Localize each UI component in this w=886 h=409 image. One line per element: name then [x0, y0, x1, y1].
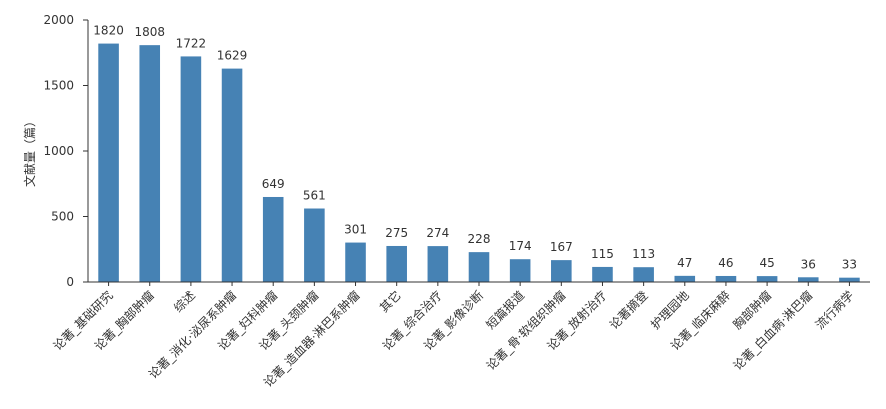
x-category-label: 论著_白血病·淋巴瘤 — [730, 288, 815, 373]
x-category-label: 论著摘登 — [606, 288, 651, 333]
x-category-label: 其它 — [376, 288, 404, 316]
bar-value-label: 1820 — [93, 24, 124, 38]
bar-value-label: 275 — [385, 226, 408, 240]
y-tick-label: 1000 — [43, 144, 74, 158]
bar — [386, 245, 407, 282]
bar — [715, 275, 737, 282]
bar-value-label: 1722 — [176, 36, 207, 50]
y-tick-label: 1500 — [43, 79, 74, 93]
bar — [139, 45, 161, 282]
bar-value-label: 174 — [509, 239, 532, 253]
bar-value-label: 115 — [591, 247, 614, 261]
bar — [797, 277, 819, 282]
bar — [592, 266, 613, 282]
bar — [756, 276, 778, 282]
bar — [674, 275, 696, 282]
bar — [427, 246, 449, 282]
x-category-label: 流行病学 — [812, 288, 857, 333]
bar-value-label: 47 — [677, 256, 692, 270]
bar — [221, 68, 243, 282]
y-tick-label: 2000 — [43, 13, 74, 27]
bar-value-label: 46 — [718, 256, 733, 270]
bar-value-label: 1629 — [217, 49, 248, 63]
bar — [345, 242, 366, 282]
bar-value-label: 36 — [801, 257, 816, 271]
bar — [633, 267, 654, 282]
y-axis: 0 500 1000 1500 2000 — [43, 13, 89, 289]
bar-value-label: 561 — [303, 189, 326, 203]
bar-value-label: 274 — [426, 226, 449, 240]
bar — [839, 277, 860, 282]
bar-value-label: 1808 — [134, 25, 165, 39]
bar-value-label: 113 — [632, 247, 655, 261]
bar-value-label: 228 — [468, 232, 491, 246]
bar — [180, 56, 202, 282]
bar — [304, 208, 325, 282]
bar — [551, 260, 572, 282]
bar — [98, 43, 119, 282]
y-axis-title: 文献量（篇） — [22, 115, 37, 187]
bar-value-label: 649 — [262, 177, 285, 191]
x-category-label: 综述 — [171, 288, 198, 315]
bar — [468, 252, 490, 282]
bar-value-label: 45 — [759, 256, 774, 270]
bar-value-label: 301 — [344, 223, 367, 237]
y-tick-label: 0 — [66, 275, 74, 289]
y-tick-label: 500 — [51, 210, 74, 224]
bar-value-label: 33 — [842, 258, 857, 272]
bar — [509, 259, 531, 282]
x-category-label: 论著_骨·软组织肿瘤 — [483, 288, 568, 373]
bars-group — [98, 43, 860, 282]
value-labels-group: 1820 1808 1722 1629 649 561 301 275 274 228 174 167… — [93, 24, 857, 272]
bar-value-label: 167 — [550, 240, 573, 254]
bar — [262, 196, 284, 282]
